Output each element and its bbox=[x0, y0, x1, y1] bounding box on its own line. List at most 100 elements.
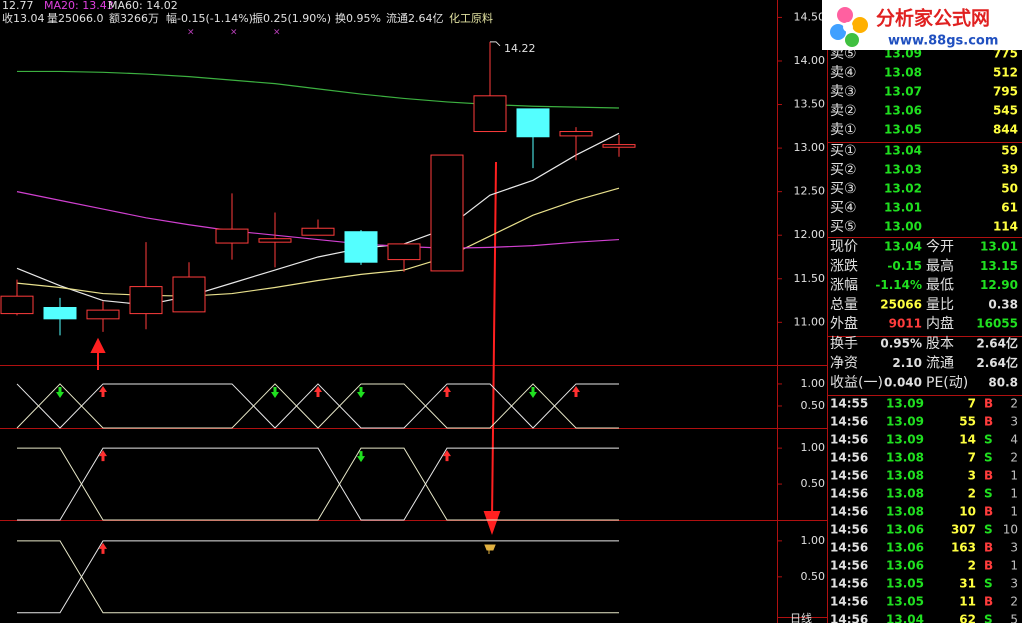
y-tick-label: 0.50 bbox=[801, 477, 826, 490]
header-item: 换0.95% bbox=[335, 11, 381, 25]
trade-volume: 31 bbox=[959, 577, 976, 591]
trade-price: 13.04 bbox=[886, 613, 924, 623]
header-item: 幅-0.15(-1.14%) bbox=[166, 12, 253, 25]
stat-value: 13.15 bbox=[980, 259, 1018, 273]
trade-price: 13.08 bbox=[886, 505, 924, 519]
candle-body bbox=[559, 131, 593, 137]
svg-text:×: × bbox=[187, 28, 195, 38]
candle-body bbox=[129, 286, 163, 315]
book-volume: 59 bbox=[1001, 144, 1018, 158]
y-tick-label: 12.00 bbox=[794, 228, 826, 241]
book-price: 13.04 bbox=[884, 144, 922, 158]
trade-time: 14:56 bbox=[830, 559, 868, 573]
candle-body bbox=[516, 108, 550, 138]
stat-label: 股本 bbox=[926, 336, 954, 352]
signal-arrow bbox=[271, 386, 279, 398]
trade-volume: 2 bbox=[968, 487, 976, 501]
y-tick-label: 13.50 bbox=[794, 98, 826, 111]
candle-body bbox=[301, 227, 335, 236]
book-label: 买② bbox=[830, 162, 857, 178]
signal-arrow bbox=[357, 451, 365, 463]
indicator-line bbox=[17, 540, 619, 614]
indicator-line bbox=[17, 447, 619, 521]
candle-body bbox=[602, 144, 636, 148]
header-item: 化工原料 bbox=[449, 11, 493, 25]
trade-volume: 7 bbox=[968, 451, 976, 465]
trade-side: B bbox=[984, 505, 993, 519]
book-label: 买③ bbox=[830, 181, 857, 197]
signal-arrow bbox=[443, 385, 451, 397]
trade-time: 14:56 bbox=[830, 595, 868, 609]
trade-side: B bbox=[984, 469, 993, 483]
stat-label: 净资 bbox=[830, 356, 858, 372]
trade-price: 13.06 bbox=[886, 559, 924, 573]
trade-price: 13.06 bbox=[886, 541, 924, 555]
stat-value: 80.8 bbox=[988, 376, 1018, 390]
stat-label: 涨跌 bbox=[830, 258, 858, 274]
logo-url: www.88gs.com bbox=[888, 34, 998, 49]
logo: 分析家公式网 www.88gs.com bbox=[822, 0, 1022, 50]
indicator-line bbox=[17, 447, 619, 521]
book-volume: 39 bbox=[1001, 163, 1018, 177]
book-volume: 50 bbox=[1001, 182, 1018, 196]
candle-body bbox=[43, 307, 77, 320]
ma-line bbox=[16, 132, 620, 306]
header-item: 流通2.64亿 bbox=[386, 11, 444, 25]
trade-side: S bbox=[984, 451, 993, 465]
y-tick-label: 14.50 bbox=[794, 10, 826, 23]
stat-value: 13.01 bbox=[980, 240, 1018, 254]
stat-label: 收益(一) bbox=[830, 375, 883, 391]
candle-body bbox=[344, 231, 378, 263]
book-volume: 545 bbox=[993, 104, 1018, 118]
trade-volume: 307 bbox=[951, 523, 976, 537]
header-marks: × × × bbox=[187, 28, 281, 38]
header-item: MA60: 14.02 bbox=[108, 0, 178, 12]
candle-body bbox=[86, 309, 120, 320]
trade-count: 2 bbox=[1010, 397, 1018, 411]
svg-text:×: × bbox=[230, 28, 238, 38]
y-tick-label: 11.00 bbox=[794, 315, 826, 328]
book-price: 13.03 bbox=[884, 163, 922, 177]
stat-label: 现价 bbox=[830, 239, 858, 255]
high-pointer bbox=[490, 41, 501, 47]
y-tick-label: 11.50 bbox=[794, 272, 826, 285]
stat-value: 25066 bbox=[880, 297, 922, 311]
trade-price: 13.09 bbox=[886, 397, 924, 411]
stat-value: 2.64亿 bbox=[976, 355, 1018, 370]
signal-arrow bbox=[99, 385, 107, 397]
stat-value: 0.38 bbox=[988, 297, 1018, 311]
trade-volume: 163 bbox=[951, 541, 976, 555]
book-price: 13.02 bbox=[884, 182, 922, 196]
trade-count: 1 bbox=[1010, 469, 1018, 483]
trade-count: 1 bbox=[1010, 559, 1018, 573]
trade-volume: 2 bbox=[968, 559, 976, 573]
y-tick-label: 12.50 bbox=[794, 185, 826, 198]
period-label: 日线 bbox=[790, 611, 812, 623]
stat-label: 总量 bbox=[830, 297, 858, 313]
trade-count: 3 bbox=[1010, 541, 1018, 555]
stat-value: -0.15 bbox=[887, 259, 922, 273]
trade-side: B bbox=[984, 397, 993, 411]
header-item: 量25066.0 bbox=[47, 12, 104, 25]
trade-volume: 11 bbox=[959, 595, 976, 609]
book-price: 13.05 bbox=[884, 123, 922, 137]
y-tick-label: 0.50 bbox=[801, 399, 826, 412]
stat-value: 0.040 bbox=[884, 376, 922, 390]
trade-count: 2 bbox=[1010, 595, 1018, 609]
stat-label: 外盘 bbox=[830, 315, 858, 332]
trade-side: B bbox=[984, 415, 993, 429]
y-tick-label: 1.00 bbox=[801, 377, 826, 390]
signal-arrow bbox=[572, 385, 580, 397]
book-price: 13.07 bbox=[884, 85, 922, 99]
trade-count: 1 bbox=[1010, 487, 1018, 501]
trade-time: 14:56 bbox=[830, 541, 868, 555]
trade-count: 2 bbox=[1010, 451, 1018, 465]
trade-volume: 3 bbox=[968, 469, 976, 483]
candle-body bbox=[258, 238, 292, 243]
book-price: 13.06 bbox=[884, 104, 922, 118]
book-volume: 61 bbox=[1001, 201, 1018, 215]
trade-volume: 55 bbox=[959, 415, 976, 429]
trade-count: 10 bbox=[1003, 523, 1018, 537]
